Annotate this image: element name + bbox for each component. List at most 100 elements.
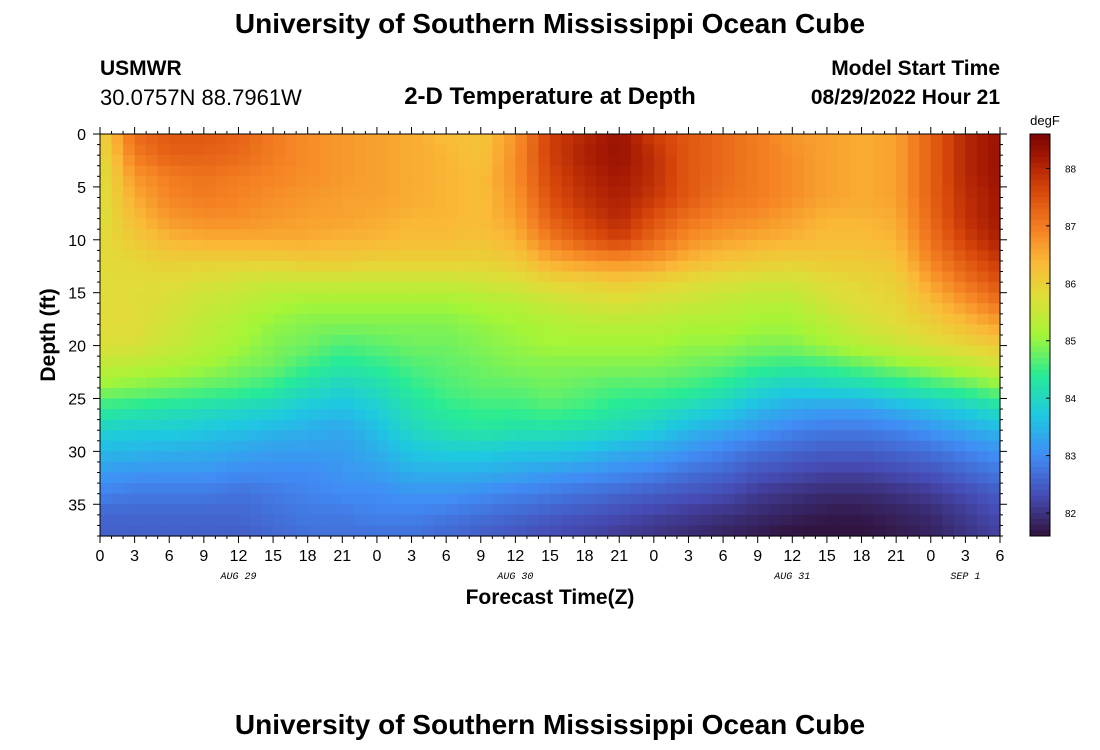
heatmap-cell [976,197,990,209]
colorbar-band [1030,312,1050,319]
heatmap-cell [757,514,770,527]
heatmap-cell [400,366,413,378]
heatmap-cell [538,313,551,326]
heatmap-cell [180,398,193,410]
heatmap-cell [134,472,147,484]
heatmap-cell [550,356,563,368]
heatmap-cell [180,483,193,495]
heatmap-cell [838,144,851,156]
heatmap-cell [896,461,909,474]
heatmap-cell [526,335,540,347]
heatmap-cell [561,229,574,241]
heatmap-cell [607,271,620,283]
heatmap-cell [850,144,863,156]
heatmap-cell [746,239,759,251]
heatmap-cell [896,504,909,516]
heatmap-cell [134,155,147,167]
heatmap-cell [619,324,632,336]
heatmap-cell [896,525,909,537]
heatmap-cell [561,208,574,220]
heatmap-cell [630,282,643,294]
heatmap-cell [457,419,470,431]
heatmap-cell [261,430,274,442]
heatmap-cell [700,134,713,146]
heatmap-cell [988,398,1001,410]
heatmap-cell [734,377,747,389]
heatmap-cell [988,366,1001,378]
heatmap-cell [665,430,678,442]
heatmap-cell [688,313,701,326]
heatmap-cell [746,483,759,495]
heatmap-cell [503,430,516,442]
heatmap-cell [365,377,378,389]
heatmap-cell [573,218,586,230]
heatmap-cell [953,525,966,537]
heatmap-cell [803,165,816,177]
heatmap-cell [538,366,551,378]
heatmap-cell [457,144,470,156]
heatmap-cell [330,218,343,230]
heatmap-cell [803,271,816,283]
heatmap-cell [469,155,482,167]
heatmap-cell [423,366,436,378]
heatmap-cell [757,239,770,251]
heatmap-cell [665,419,678,431]
heatmap-cell [515,409,528,421]
heatmap-cell [146,260,159,273]
heatmap-cell [157,144,170,156]
heatmap-cell [273,271,286,283]
heatmap-cell [192,430,205,442]
heatmap-cell [515,504,528,516]
heatmap-cell [780,366,793,378]
heatmap-cell [100,409,113,421]
heatmap-cell [746,155,759,167]
heatmap-cell [815,250,828,262]
heatmap-cell [169,282,182,294]
heatmap-cell [630,472,643,484]
heatmap-cell [700,440,713,452]
heatmap-cell [273,165,286,177]
heatmap-cell [734,514,747,527]
heatmap-cell [203,134,216,146]
heatmap-cell [665,218,678,230]
heatmap-cell [146,525,159,537]
heatmap-cell [192,409,205,421]
heatmap-cell [965,514,978,527]
heatmap-cell [757,313,770,326]
heatmap-cell [503,271,516,283]
heatmap-cell [953,504,966,516]
heatmap-cell [850,514,863,527]
colorbar-band [1030,363,1050,370]
heatmap-cell [723,144,736,156]
heatmap-cell [388,218,401,230]
heatmap-cell [561,218,574,230]
heatmap-cell [630,260,643,273]
heatmap-cell [688,356,701,368]
heatmap-cell [180,250,193,262]
heatmap-cell [688,239,701,251]
colorbar-band [1030,513,1050,520]
heatmap-cell [630,514,643,527]
heatmap-cell [642,208,655,220]
heatmap-cell [296,472,309,484]
heatmap-cell [953,208,966,220]
heatmap-cell [665,208,678,220]
heatmap-cell [446,324,459,336]
heatmap-cell [815,197,828,209]
colorbar-band [1030,524,1050,531]
heatmap-cell [469,409,482,421]
heatmap-cell [861,451,874,463]
heatmap-cell [111,419,124,431]
heatmap-cell [792,176,805,188]
heatmap-cell [850,155,863,167]
heatmap-cell [746,409,759,421]
heatmap-cell [100,493,113,505]
heatmap-cell [573,155,586,167]
heatmap-cell [342,377,355,389]
heatmap-cell [146,271,159,283]
heatmap-cell [757,271,770,283]
heatmap-cell [700,472,713,484]
heatmap-cell [665,514,678,527]
heatmap-cell [146,377,159,389]
colorbar-band [1030,461,1050,468]
